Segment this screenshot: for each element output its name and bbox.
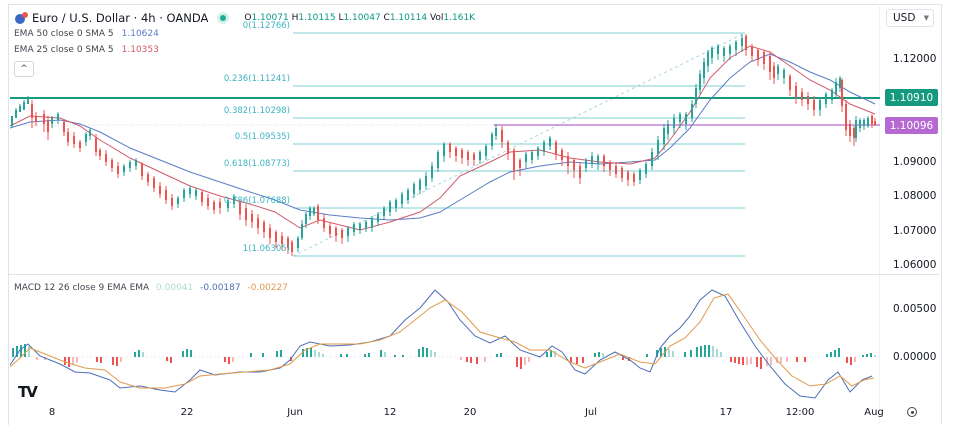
market-status-icon — [220, 15, 227, 21]
flag-icon — [15, 12, 28, 24]
symbol-title[interactable]: Euro / U.S. Dollar · 4h · OANDA — [32, 11, 209, 25]
symbol-row[interactable]: Euro / U.S. Dollar · 4h · OANDA O1.10071… — [14, 10, 475, 26]
fib-label-0786: 0.786(1.07688) — [223, 196, 290, 206]
settings-icon[interactable] — [907, 407, 917, 417]
price-badge-resistance: 1.10910 — [885, 89, 938, 106]
ema50-line — [9, 53, 876, 221]
indicator-ema25[interactable]: EMA 25 close 0 SMA 5 1.10353 — [14, 45, 159, 55]
fib-label-0382: 0.382(1.10298) — [223, 106, 290, 116]
fib-label-0: 0(1.12766) — [242, 21, 290, 31]
macd-tick: 0.00000 — [893, 351, 937, 363]
candles — [11, 34, 876, 256]
ema25-line — [9, 45, 876, 231]
chart-legend: Euro / U.S. Dollar · 4h · OANDA O1.10071… — [14, 10, 475, 77]
collapse-legend-button[interactable]: ^ — [14, 61, 34, 77]
fib-label-0618: 0.618(1.08773) — [223, 159, 290, 169]
chevron-up-icon: ^ — [20, 64, 28, 74]
chevron-down-icon: ▼ — [923, 14, 929, 22]
fib-label-1: 1(1.06305) — [242, 244, 290, 254]
tradingview-logo[interactable]: TV — [18, 383, 38, 401]
fib-label-0236: 0.236(1.11241) — [223, 74, 290, 84]
pane-separator[interactable] — [9, 274, 939, 275]
time-tick: Jun — [287, 407, 303, 418]
signal-line — [9, 293, 875, 389]
time-tick: 12 — [383, 407, 397, 418]
macd-line — [9, 289, 873, 399]
price-axis-separator — [879, 4, 880, 424]
time-tick: 12:00 — [785, 407, 815, 418]
currency-select[interactable]: USD ▼ — [886, 9, 934, 27]
price-tick: 1.08000 — [893, 190, 937, 202]
macd-legend[interactable]: MACD 12 26 close 9 EMA EMA 0.00041 -0.00… — [14, 283, 288, 293]
macd-tick: 0.00500 — [893, 303, 937, 315]
price-badge-support: 1.10096 — [885, 117, 938, 134]
price-tick: 1.09000 — [893, 156, 937, 168]
time-tick: 20 — [463, 407, 477, 418]
price-tick: 1.07000 — [893, 225, 937, 237]
time-tick: 17 — [719, 407, 733, 418]
time-tick: Jul — [584, 407, 598, 418]
price-tick: 1.06000 — [893, 259, 937, 271]
indicator-ema50[interactable]: EMA 50 close 0 SMA 5 1.10624 — [14, 29, 159, 39]
chart-frame — [8, 4, 942, 425]
time-tick: 8 — [48, 407, 56, 418]
time-tick: Aug — [864, 407, 884, 418]
fib-label-05: 0.5(1.09535) — [234, 132, 290, 142]
time-tick: 22 — [180, 407, 194, 418]
price-tick: 1.12000 — [893, 53, 937, 65]
ohlc-values: O1.10071 H1.10115 L1.10047 C1.10114 Vol1… — [244, 13, 476, 23]
